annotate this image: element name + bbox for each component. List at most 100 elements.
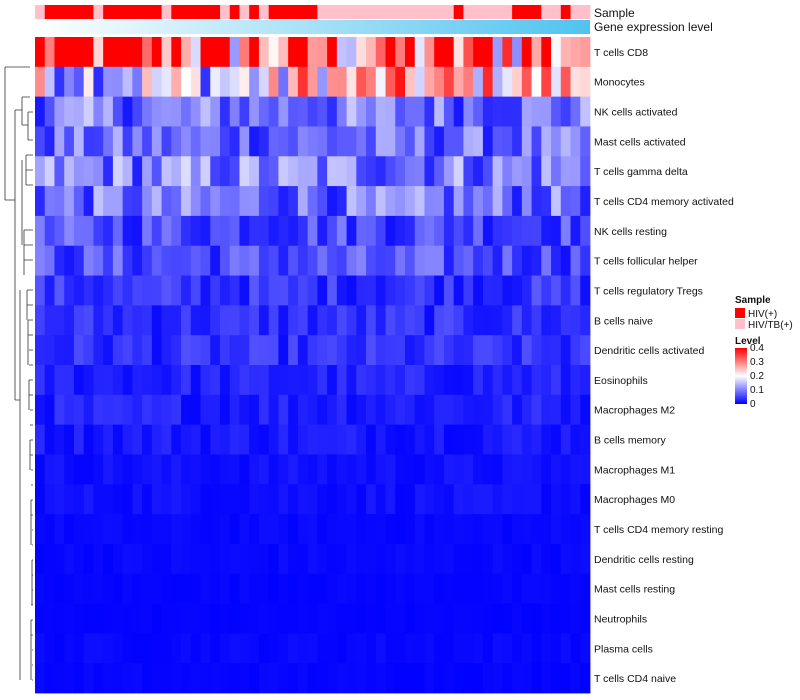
heatmap-cell: [181, 394, 192, 426]
heatmap-cell: [327, 156, 338, 187]
heatmap-cell: [258, 573, 270, 604]
heatmap-cell: [268, 335, 279, 366]
heatmap-cell: [512, 156, 523, 187]
heatmap-cell: [161, 543, 172, 575]
sample-annotation-cell: [258, 5, 270, 19]
heatmap-cell: [288, 335, 299, 366]
heatmap-cell: [405, 126, 416, 157]
heatmap-cell: [502, 603, 513, 634]
legend-level-tick: 0.4: [750, 343, 764, 354]
heatmap-cell: [171, 365, 182, 396]
heatmap-cell: [258, 514, 270, 545]
heatmap-cell: [229, 424, 240, 455]
legend-level-title: Level: [735, 336, 761, 347]
heatmap-cell: [356, 394, 367, 426]
heatmap-cell: [327, 96, 338, 127]
heatmap-cell: [249, 96, 260, 127]
heatmap-cell: [268, 245, 279, 276]
heatmap-cell: [278, 514, 289, 545]
heatmap-cell: [210, 126, 221, 157]
heatmap-cell: [64, 66, 75, 98]
heatmap-cell: [151, 454, 162, 485]
heatmap-cell: [531, 37, 542, 68]
heatmap-cell: [424, 96, 435, 127]
heatmap-cell: [93, 514, 104, 545]
heatmap-cell: [239, 245, 250, 276]
heatmap-cell: [385, 484, 396, 515]
heatmap-cell: [288, 514, 299, 545]
heatmap-cell: [181, 186, 192, 217]
heatmap-cell: [551, 394, 562, 426]
heatmap-cell: [210, 156, 221, 187]
heatmap-cell: [132, 663, 143, 694]
heatmap-cell: [560, 543, 571, 575]
heatmap-cell: [132, 37, 143, 68]
heatmap-cell: [551, 186, 562, 217]
heatmap-cell: [463, 335, 474, 366]
heatmap-cell: [200, 245, 211, 276]
heatmap-cell: [132, 126, 143, 157]
heatmap-cell: [132, 484, 143, 515]
heatmap-cell: [473, 96, 484, 127]
heatmap-cell: [103, 663, 114, 694]
heatmap-cell: [336, 245, 347, 276]
sample-annotation-cell: [190, 5, 201, 19]
heatmap-cell: [229, 305, 240, 336]
heatmap-cell: [395, 514, 406, 545]
heatmap-cell: [161, 365, 172, 396]
heatmap-cell: [580, 603, 591, 634]
heatmap-cell: [278, 156, 289, 187]
heatmap-cell: [414, 454, 425, 485]
heatmap-cell: [307, 543, 318, 575]
heatmap-cell: [268, 573, 279, 604]
heatmap-cell: [551, 156, 562, 187]
heatmap-cell: [258, 96, 270, 127]
heatmap-cell: [395, 96, 406, 127]
heatmap-cell: [103, 245, 114, 276]
heatmap-cell: [375, 365, 386, 396]
sample-annotation-cell: [453, 5, 464, 19]
sample-annotation-cell: [200, 5, 211, 19]
heatmap-cell: [521, 663, 532, 694]
heatmap-cell: [200, 603, 211, 634]
heatmap-cell: [268, 633, 279, 664]
sample-annotation-cell: [249, 5, 260, 19]
heatmap-cell: [83, 305, 94, 336]
heatmap-cell: [249, 215, 260, 247]
heatmap-cell: [541, 543, 552, 575]
heatmap-cell: [249, 424, 260, 455]
heatmap-cell: [414, 215, 425, 247]
heatmap-cell: [512, 424, 523, 455]
heatmap-cell: [580, 454, 591, 485]
row-label: B cells memory: [594, 435, 667, 447]
heatmap-cell: [190, 633, 201, 664]
heatmap-cell: [103, 156, 114, 187]
heatmap-cell: [502, 633, 513, 664]
heatmap-cell: [502, 305, 513, 336]
heatmap-cell: [112, 454, 124, 485]
heatmap-cell: [249, 186, 260, 217]
heatmap-cell: [103, 365, 114, 396]
heatmap-cell: [502, 663, 513, 694]
heatmap-cell: [385, 275, 396, 306]
heatmap-cell: [142, 305, 153, 336]
heatmap-cell: [229, 603, 240, 634]
heatmap-cell: [151, 573, 162, 604]
heatmap-cell: [405, 663, 416, 694]
heatmap-cell: [385, 215, 396, 247]
heatmap-cell: [278, 484, 289, 515]
heatmap-cell: [453, 484, 464, 515]
heatmap-cell: [54, 96, 65, 127]
heatmap-cell: [239, 454, 250, 485]
heatmap-cell: [229, 543, 240, 575]
heatmap-cell: [541, 275, 552, 306]
heatmap-cell: [83, 424, 94, 455]
heatmap-cell: [278, 663, 289, 694]
heatmap-cell: [356, 126, 367, 157]
heatmap-cell: [268, 543, 279, 575]
heatmap-cell: [541, 37, 552, 68]
heatmap-cell: [482, 66, 494, 98]
heatmap-cell: [336, 514, 347, 545]
heatmap-cell: [122, 424, 133, 455]
heatmap-cell: [288, 126, 299, 157]
